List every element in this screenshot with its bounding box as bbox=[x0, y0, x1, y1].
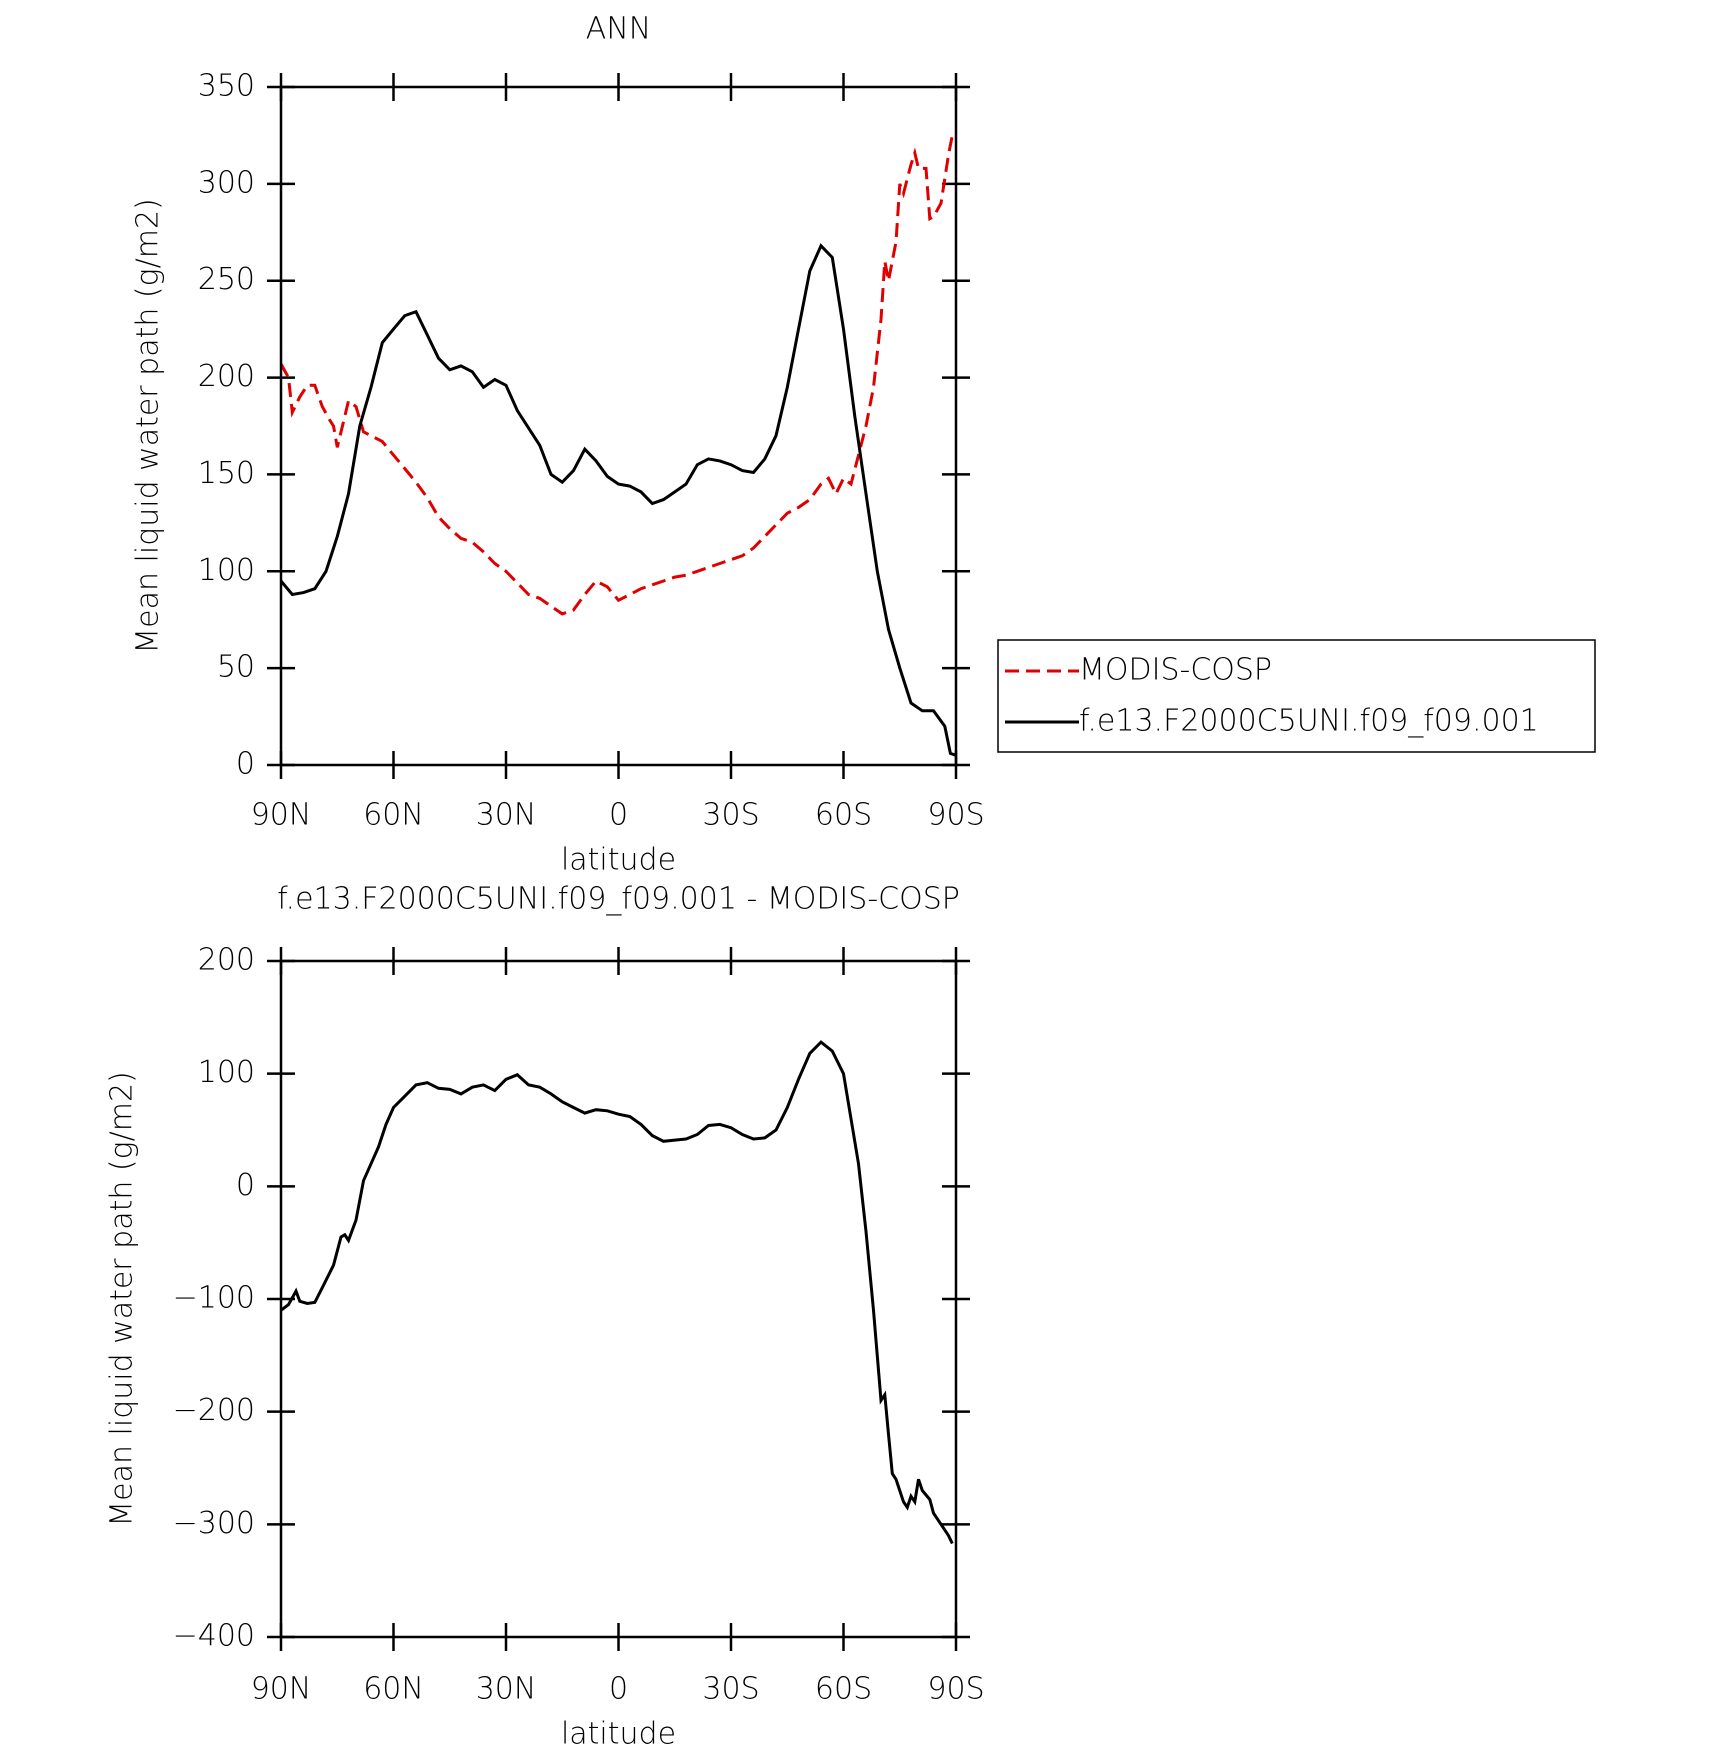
y-tick-label: 150 bbox=[198, 456, 255, 491]
x-tick-label: 90N bbox=[251, 1672, 312, 1707]
chart-title: f.e13.F2000C5UNI.f09_f09.001 - MODIS-COS… bbox=[277, 882, 960, 917]
y-tick-label: −200 bbox=[173, 1393, 255, 1428]
x-tick-label: 30S bbox=[702, 1672, 759, 1707]
y-tick-label: 200 bbox=[198, 943, 255, 978]
y-tick-label: 100 bbox=[198, 553, 255, 588]
x-axis-label: latitude bbox=[561, 843, 676, 878]
legend-label: f.e13.F2000C5UNI.f09_f09.001 bbox=[1079, 704, 1539, 739]
x-tick-label: 90N bbox=[251, 798, 312, 833]
legend-label: MODIS-COSP bbox=[1079, 653, 1272, 688]
y-axis-label: Mean liquid water path (g/m2) bbox=[131, 198, 166, 654]
x-tick-label: 30S bbox=[702, 798, 759, 833]
x-tick-label: 90S bbox=[927, 798, 984, 833]
x-tick-label: 60N bbox=[363, 798, 424, 833]
y-tick-label: 300 bbox=[198, 165, 255, 200]
chart-title: ANN bbox=[586, 12, 651, 47]
y-axis-label: Mean liquid water path (g/m2) bbox=[105, 1071, 140, 1527]
y-tick-label: −400 bbox=[173, 1619, 255, 1654]
data-line bbox=[280, 1040, 954, 1545]
plot-frame bbox=[279, 959, 958, 1639]
plot-frame bbox=[279, 85, 958, 767]
data-line bbox=[279, 243, 957, 757]
data-line bbox=[279, 135, 954, 616]
x-tick-label: 30N bbox=[476, 1672, 537, 1707]
y-tick-label: −300 bbox=[173, 1506, 255, 1541]
y-tick-label: 0 bbox=[236, 1168, 255, 1203]
x-tick-label: 60N bbox=[363, 1672, 424, 1707]
x-tick-label: 0 bbox=[609, 1672, 628, 1707]
legend-box bbox=[997, 639, 1596, 753]
x-tick-label: 90S bbox=[927, 1672, 984, 1707]
y-tick-label: 100 bbox=[198, 1055, 255, 1090]
y-tick-label: 50 bbox=[217, 650, 255, 685]
x-tick-label: 60S bbox=[815, 798, 872, 833]
y-tick-label: 350 bbox=[198, 69, 255, 104]
y-tick-label: 200 bbox=[198, 359, 255, 394]
x-tick-label: 30N bbox=[476, 798, 537, 833]
y-tick-label: 0 bbox=[236, 747, 255, 782]
x-tick-label: 60S bbox=[815, 1672, 872, 1707]
x-tick-label: 0 bbox=[609, 798, 628, 833]
x-axis-label: latitude bbox=[561, 1717, 676, 1752]
y-tick-label: 250 bbox=[198, 262, 255, 297]
y-tick-label: −100 bbox=[173, 1281, 255, 1316]
